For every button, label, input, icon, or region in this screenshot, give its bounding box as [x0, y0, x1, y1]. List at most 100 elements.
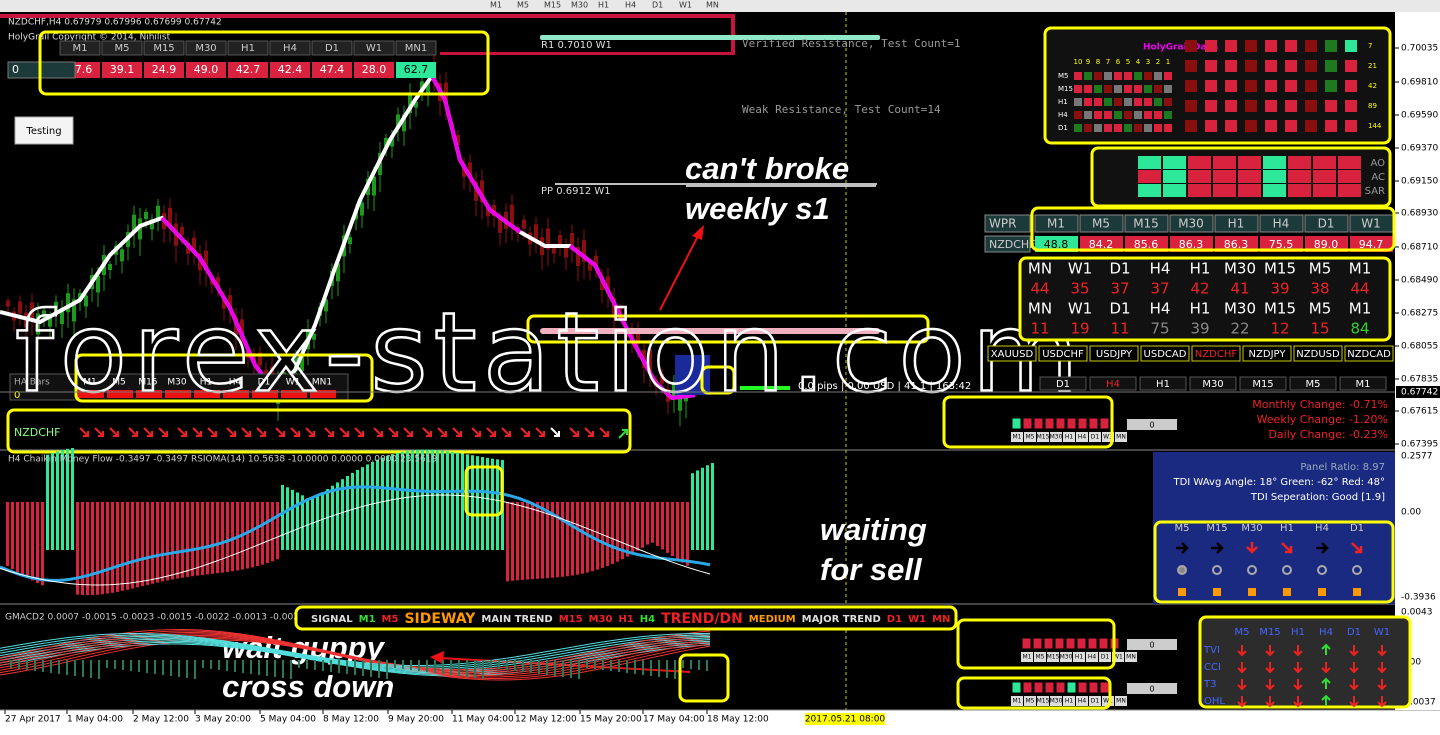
dash-square	[1325, 100, 1337, 112]
wpr-tf: M1	[1047, 217, 1065, 231]
dash-square	[1345, 100, 1357, 112]
tf-value-cell	[312, 62, 352, 78]
gmacd-hist	[58, 660, 60, 674]
candle-body	[402, 114, 406, 132]
testing-button-label: Testing	[25, 126, 61, 137]
gmacd-hist	[354, 660, 356, 675]
mini-bar	[1076, 637, 1087, 650]
toolbar-timeframe: M1	[490, 1, 502, 10]
trend-table-arrow	[1321, 694, 1331, 706]
tdi-circle	[1317, 565, 1327, 575]
tf-cell	[101, 40, 143, 56]
candle-body	[486, 208, 490, 217]
cmf-bar	[546, 502, 549, 579]
candle-body	[558, 235, 562, 245]
gmacd-hist	[682, 660, 684, 668]
mini-bar	[1022, 417, 1033, 430]
dash-cell	[1134, 85, 1142, 93]
signal-cell	[1238, 170, 1261, 183]
dash-square	[1265, 120, 1277, 132]
strength-tf: M1	[1349, 260, 1372, 278]
wpr-tf: H4	[1273, 217, 1290, 231]
trend-arrow	[388, 427, 398, 437]
dash-cell	[1094, 98, 1102, 106]
strength-tf: M1	[1349, 300, 1372, 318]
ha-bar	[223, 390, 249, 398]
dash-cell	[1154, 111, 1162, 119]
price-label: 0.68055	[1401, 342, 1438, 352]
signal-word: MAJOR TREND	[802, 614, 881, 625]
strength-tf: H4	[1150, 260, 1171, 278]
mini-tf: H1	[1075, 654, 1084, 661]
highlight-box	[1018, 256, 1392, 342]
trend-arrow	[403, 427, 413, 437]
dash-square	[1285, 120, 1297, 132]
tf-label: M15	[153, 43, 174, 54]
trend-row-label: OHL	[1204, 696, 1225, 707]
dash-cell	[1074, 111, 1082, 119]
cursor-time-box	[805, 713, 885, 725]
ha-bar	[78, 390, 104, 398]
tdi-arrow	[1281, 542, 1293, 554]
cursor-time: 2017.05.21 08:00	[805, 715, 886, 725]
gmacd-hist	[266, 660, 268, 676]
tf-cell	[395, 40, 437, 56]
ha-tf: H4	[229, 378, 242, 388]
dash-square	[1345, 80, 1357, 92]
dash-cell	[1164, 85, 1172, 93]
dash-cell	[1074, 124, 1082, 132]
zone-label: Weak Resistance, Test Count=14	[742, 103, 941, 116]
cmf-bar	[276, 502, 279, 560]
trend-arrow	[275, 427, 285, 437]
gmacd-hist	[210, 660, 212, 669]
signal-cell	[1213, 156, 1236, 169]
annotation: for sell	[820, 552, 923, 587]
wpr-value: 86.3	[1224, 238, 1249, 251]
trend-arrow	[550, 427, 560, 437]
testing-button[interactable]	[14, 116, 74, 145]
signal-word: M1	[359, 614, 376, 625]
mini-tf-cell	[1115, 432, 1127, 442]
strength-value: 19	[1070, 320, 1089, 338]
price-label: 0.68490	[1401, 276, 1438, 286]
dash-cell	[1154, 72, 1162, 80]
trend-table-arrow	[1293, 662, 1303, 674]
gmacd-hist	[322, 660, 324, 671]
mini-tf: W1	[1103, 698, 1113, 705]
signal-word: W1	[908, 614, 926, 625]
tf-label: W1	[366, 43, 382, 54]
pair-tf-cell	[1189, 376, 1237, 391]
cmf-bar	[246, 502, 249, 569]
annotation: waiting	[820, 512, 927, 547]
cmf-bar	[141, 502, 144, 587]
tdi-circle	[1247, 565, 1257, 575]
candle-body	[324, 299, 328, 312]
candle-body	[132, 214, 136, 233]
signal-cell	[1263, 170, 1286, 183]
dash-square	[1285, 40, 1297, 52]
gmacd-hist	[122, 660, 124, 670]
cmf-bar	[356, 469, 359, 550]
tdi-arrow	[1351, 542, 1363, 554]
dash-square	[1205, 60, 1217, 72]
trend-table-arrow	[1321, 677, 1331, 689]
cmf-bar	[81, 502, 84, 595]
tdi-tf: H1	[1280, 523, 1294, 534]
cmf-bar	[181, 502, 184, 578]
dash-square	[1205, 100, 1217, 112]
dash-column: 1	[1166, 58, 1170, 66]
candle-body	[168, 207, 172, 227]
strength-tf: MN	[1028, 300, 1052, 318]
dash-cell	[1154, 85, 1162, 93]
trend-arrow	[584, 427, 594, 437]
dash-square	[1225, 60, 1237, 72]
trend-symbol: NZDCHF	[14, 426, 61, 439]
cmf-bar	[631, 502, 634, 554]
gmacd-hist	[706, 660, 708, 671]
candle-body	[648, 349, 652, 371]
tf-label: MN1	[405, 43, 427, 54]
strength-value: 39	[1190, 320, 1209, 338]
trend-tf: M15	[1259, 627, 1280, 638]
dash-cell	[1134, 124, 1142, 132]
pair-label: USDCAD	[1144, 349, 1187, 360]
